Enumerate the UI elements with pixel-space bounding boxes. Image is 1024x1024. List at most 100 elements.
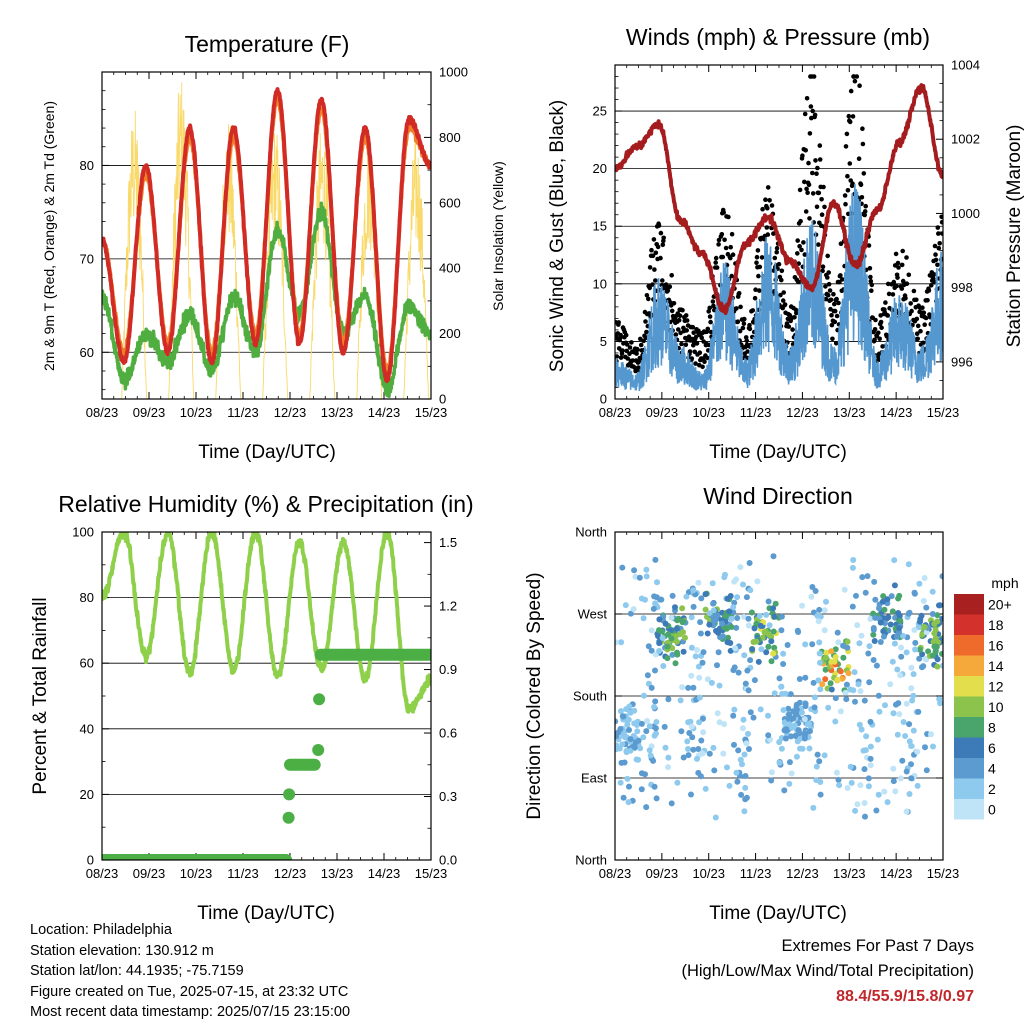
direction-point — [646, 723, 653, 730]
y-tick-label: 0 — [87, 853, 94, 868]
direction-point — [802, 641, 809, 648]
direction-point — [745, 615, 752, 622]
direction-point — [834, 629, 841, 636]
gust-point — [721, 210, 726, 215]
colorbar-label: 4 — [988, 760, 996, 776]
x-tick-label: 13/23 — [321, 405, 354, 420]
y2-tick-label: 200 — [439, 326, 461, 341]
direction-point — [930, 743, 936, 750]
gust-point — [755, 248, 761, 253]
gust-point — [646, 296, 651, 302]
direction-point — [651, 593, 658, 600]
latest-text: Most recent data timestamp: 2025/07/15 2… — [30, 1004, 351, 1021]
gust-point — [618, 332, 623, 338]
direction-point — [821, 607, 828, 614]
gust-point — [895, 260, 901, 266]
y-tick-label: 100 — [72, 525, 94, 540]
gust-point — [714, 265, 720, 270]
direction-point — [812, 588, 819, 594]
direction-point — [742, 773, 749, 779]
direction-point — [922, 744, 928, 751]
temp-2m-line — [102, 87, 431, 384]
direction-point — [731, 706, 738, 713]
gust-point — [723, 245, 729, 251]
direction-point — [617, 708, 624, 715]
y-tick-label: West — [578, 607, 608, 622]
gust-point — [722, 237, 727, 243]
gust-point — [697, 350, 703, 356]
direction-point — [776, 759, 783, 766]
gust-point — [802, 111, 808, 117]
direction-point — [873, 807, 880, 814]
x-tick-label: 12/23 — [786, 405, 819, 420]
direction-point — [833, 769, 840, 776]
precip-point — [282, 811, 295, 824]
direction-point — [626, 727, 632, 733]
gust-point — [843, 144, 849, 149]
direction-point — [741, 808, 748, 815]
gust-point — [756, 273, 761, 279]
gust-point — [632, 365, 637, 370]
direction-point — [849, 564, 856, 571]
direction-point — [891, 640, 898, 647]
direction-point — [740, 581, 746, 588]
direction-point — [852, 807, 859, 814]
direction-point — [644, 718, 651, 724]
direction-point — [731, 599, 738, 606]
direction-point — [865, 775, 872, 782]
gust-point — [825, 275, 830, 280]
colorbar-swatch — [954, 696, 984, 717]
direction-point — [702, 785, 709, 792]
direction-point — [625, 799, 632, 806]
direction-point — [922, 656, 929, 662]
direction-point — [674, 651, 681, 658]
gust-point — [820, 264, 826, 270]
gust-point — [804, 186, 809, 192]
gust-point — [779, 277, 784, 283]
x-tick-label: 08/23 — [86, 866, 119, 881]
gust-point — [683, 313, 689, 318]
direction-point — [863, 733, 870, 740]
direction-point — [761, 629, 768, 636]
direction-point — [714, 612, 721, 619]
x-tick-label: 13/23 — [833, 405, 866, 420]
direction-point — [697, 619, 704, 626]
gust-point — [848, 88, 854, 94]
direction-point — [688, 614, 695, 621]
rh-title: Relative Humidity (%) & Precipitation (i… — [58, 491, 473, 517]
gust-point — [838, 273, 843, 278]
direction-point — [684, 738, 691, 745]
direction-point — [765, 732, 772, 739]
direction-point — [689, 734, 696, 741]
x-tick-label: 10/23 — [692, 405, 725, 420]
direction-point — [730, 604, 737, 611]
direction-point — [932, 649, 939, 655]
direction-point — [771, 690, 778, 697]
temperature-xlabel: Time (Day/UTC) — [198, 442, 336, 463]
colorbar-swatch — [954, 635, 984, 656]
gust-point — [816, 190, 822, 196]
x-tick-label: 11/23 — [227, 866, 259, 881]
gust-point — [716, 237, 722, 243]
direction-point — [688, 791, 694, 798]
gust-point — [740, 325, 746, 331]
x-tick-label: 12/23 — [274, 866, 307, 881]
direction-point — [690, 684, 697, 691]
gust-point — [687, 349, 693, 354]
direction-point — [652, 725, 659, 732]
gust-point — [776, 261, 782, 267]
gust-point — [827, 288, 833, 293]
gust-point — [829, 313, 834, 318]
gust-point — [904, 255, 909, 260]
direction-point — [874, 736, 881, 743]
direction-point — [884, 799, 891, 806]
direction-point — [743, 740, 750, 747]
direction-point — [807, 728, 813, 735]
gust-point — [899, 286, 905, 291]
direction-point — [685, 684, 692, 691]
gust-point — [803, 209, 809, 214]
direction-point — [626, 703, 633, 710]
direction-point — [782, 690, 789, 697]
direction-point — [920, 597, 927, 604]
